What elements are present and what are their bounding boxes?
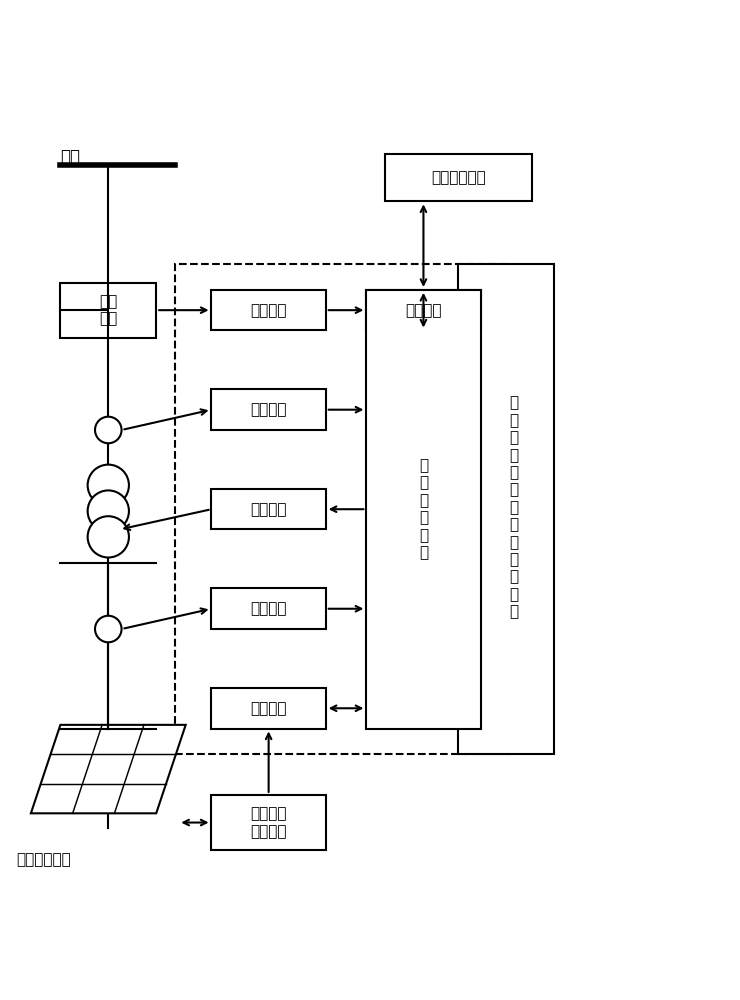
Bar <box>385 154 532 201</box>
Text: 数据采集: 数据采集 <box>250 601 287 616</box>
Text: 通信接口: 通信接口 <box>250 701 287 716</box>
Bar <box>366 290 480 330</box>
Bar <box>459 264 554 754</box>
Text: 通信接口: 通信接口 <box>406 303 442 318</box>
Text: 计量
电表: 计量 电表 <box>99 294 118 326</box>
Bar <box>366 290 480 729</box>
Bar <box>212 795 326 850</box>
Circle shape <box>87 490 129 532</box>
Text: 数据采集: 数据采集 <box>250 402 287 417</box>
Bar <box>61 283 156 338</box>
Text: 运
算
控
制
单
元: 运 算 控 制 单 元 <box>419 458 428 560</box>
Text: 光伏发电装置: 光伏发电装置 <box>16 852 71 867</box>
Bar <box>212 290 326 330</box>
Polygon shape <box>31 725 186 813</box>
Text: 控制保护: 控制保护 <box>250 502 287 517</box>
Bar <box>212 389 326 430</box>
Text: 电网: 电网 <box>61 148 81 166</box>
Text: 分
布
式
光
伏
发
电
并
网
接
口
装
置: 分 布 式 光 伏 发 电 并 网 接 口 装 置 <box>509 395 518 619</box>
Circle shape <box>95 417 121 443</box>
Circle shape <box>87 516 129 558</box>
Circle shape <box>87 465 129 506</box>
Text: 光伏发电
监控模块: 光伏发电 监控模块 <box>250 806 287 839</box>
Bar <box>212 688 326 729</box>
Text: 通信接口: 通信接口 <box>250 303 287 318</box>
Bar <box>175 264 510 754</box>
Bar <box>97 511 119 548</box>
Bar <box>212 588 326 629</box>
Text: 电力调度机构: 电力调度机构 <box>431 170 486 185</box>
Bar <box>212 489 326 529</box>
Circle shape <box>95 616 121 642</box>
